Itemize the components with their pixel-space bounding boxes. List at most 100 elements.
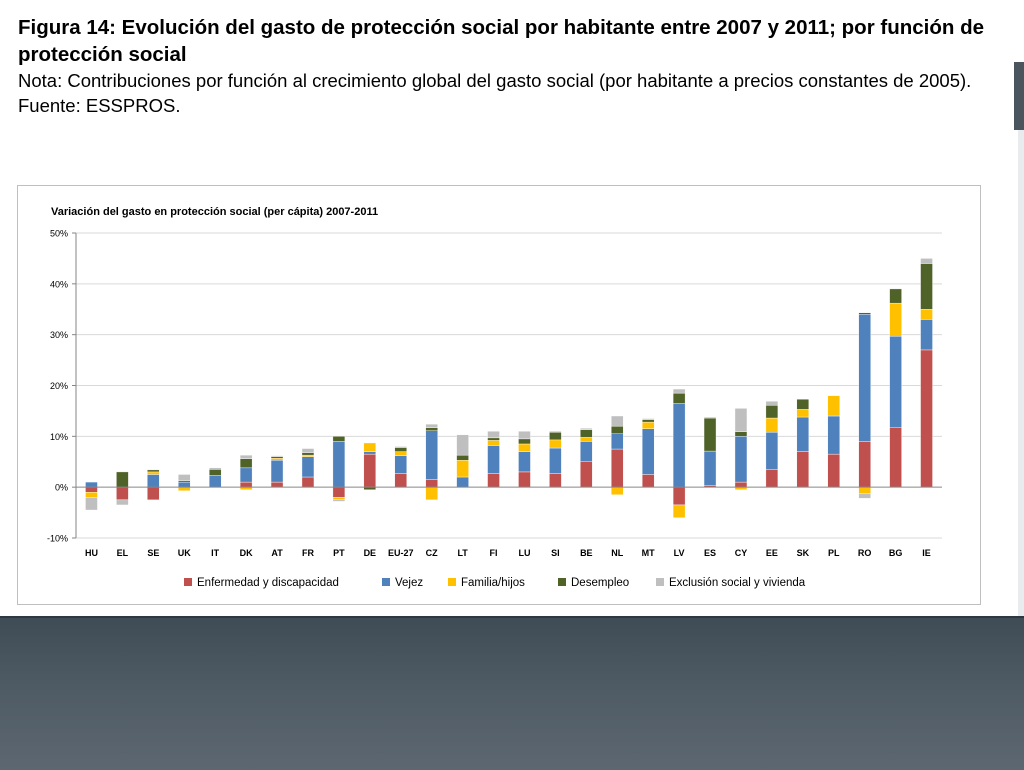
x-tick-label: BE	[580, 548, 593, 558]
bar-segment	[363, 451, 377, 455]
bar-segment	[858, 486, 871, 494]
slide: Figura 14: Evolución del gasto de protec…	[17, 14, 1003, 605]
x-tick-label: SK	[797, 548, 810, 558]
bar-segment	[672, 504, 686, 518]
bar-segment	[703, 416, 717, 419]
bar-segment	[765, 417, 779, 433]
bar-segment	[549, 447, 562, 474]
bar-segment	[580, 461, 593, 488]
legend-label: Enfermedad y discapacidad	[197, 577, 339, 589]
x-tick-label: AT	[271, 548, 283, 558]
bar-segment	[827, 453, 840, 488]
legend-label: Familia/hijos	[461, 577, 525, 589]
bar-segment	[394, 451, 407, 456]
y-tick-label: 40%	[50, 279, 68, 289]
bar-segment	[889, 335, 902, 428]
bar-segment	[301, 448, 315, 453]
x-tick-label: RO	[858, 548, 872, 558]
bar-segment	[208, 475, 222, 488]
bar-segment	[641, 421, 655, 429]
bar-segment	[178, 480, 191, 483]
bar-segment	[549, 432, 562, 441]
bar-segment	[796, 451, 810, 488]
bar-segment	[394, 473, 407, 488]
bar-segment	[641, 428, 655, 475]
bar-segment	[889, 288, 902, 304]
chart-axes: -10% 0% 10% 20% 30% 40% 50% HU EL SE UK IT DK AT FR PT D…	[47, 229, 942, 558]
bar-segment	[641, 419, 655, 423]
bar-segment	[672, 486, 686, 506]
bar-segment	[765, 469, 779, 488]
slide-edge-tab	[1014, 62, 1024, 130]
presentation-background	[0, 616, 1024, 770]
bar-segment	[611, 415, 624, 427]
x-tick-label: DK	[240, 548, 253, 558]
x-tick-label: NL	[611, 548, 623, 558]
bar-segment	[518, 431, 531, 440]
x-tick-label: EE	[766, 548, 778, 558]
bar-segment	[332, 436, 346, 442]
chart-bars	[85, 258, 933, 518]
bar-segment	[703, 450, 717, 486]
slide-heading: Figura 14: Evolución del gasto de protec…	[18, 14, 1003, 118]
y-tick-label: 0%	[55, 483, 68, 493]
x-tick-label: LU	[518, 548, 530, 558]
bar-segment	[116, 486, 129, 501]
legend-label: Exclusión social y vivienda	[669, 577, 806, 589]
x-tick-label: CZ	[426, 548, 438, 558]
stacked-bar-chart: Variación del gasto en protección social…	[47, 206, 942, 589]
bar-segment	[734, 431, 748, 437]
bar-segment	[796, 409, 810, 418]
x-tick-label: LV	[674, 548, 685, 558]
bar-segment	[920, 349, 933, 488]
bar-segment	[858, 441, 871, 488]
bar-segment	[394, 455, 407, 474]
bar-segment	[549, 473, 562, 488]
y-tick-label: 30%	[50, 330, 68, 340]
bar-segment	[425, 427, 438, 431]
bar-segment	[889, 302, 902, 337]
y-tick-label: -10%	[47, 534, 68, 544]
bar-segment	[920, 319, 933, 351]
x-tick-label: IT	[211, 548, 220, 558]
x-tick-label: LT	[457, 548, 468, 558]
bar-segment	[580, 437, 593, 442]
bar-segment	[363, 442, 377, 452]
bar-segment	[858, 312, 871, 315]
bar-segment	[425, 486, 438, 501]
x-tick-label: DE	[364, 548, 377, 558]
bar-segment	[672, 403, 686, 488]
bar-segment	[611, 486, 624, 495]
y-tick-label: 20%	[50, 381, 68, 391]
bar-segment	[394, 447, 407, 452]
bar-segment	[116, 499, 129, 506]
bar-segment	[672, 392, 686, 404]
bar-segment	[920, 263, 933, 310]
bar-segment	[920, 309, 933, 320]
bar-segment	[641, 418, 655, 420]
bar-segment	[456, 460, 469, 478]
legend-label: Desempleo	[571, 577, 629, 589]
x-tick-label: CY	[735, 548, 748, 558]
x-tick-label: UK	[178, 548, 191, 558]
bar-segment	[734, 481, 748, 488]
bar-segment	[487, 431, 500, 439]
bar-segment	[239, 458, 253, 469]
bar-segment	[456, 434, 469, 456]
bar-segment	[332, 441, 346, 488]
slide-note: Nota: Contribuciones por función al crec…	[18, 70, 972, 116]
bar-segment	[796, 399, 810, 410]
bar-segment	[270, 455, 284, 457]
bar-segment	[487, 440, 500, 446]
bar-segment	[270, 456, 284, 459]
bar-segment	[301, 454, 315, 457]
bar-segment	[487, 437, 500, 441]
x-tick-label: PT	[333, 548, 345, 558]
x-tick-label: MT	[642, 548, 655, 558]
x-tick-label: PL	[828, 548, 840, 558]
bar-segment	[425, 423, 438, 428]
bar-segment	[549, 439, 562, 449]
x-tick-label: IE	[922, 548, 931, 558]
bar-segment	[301, 456, 315, 478]
bar-segment	[178, 481, 191, 488]
